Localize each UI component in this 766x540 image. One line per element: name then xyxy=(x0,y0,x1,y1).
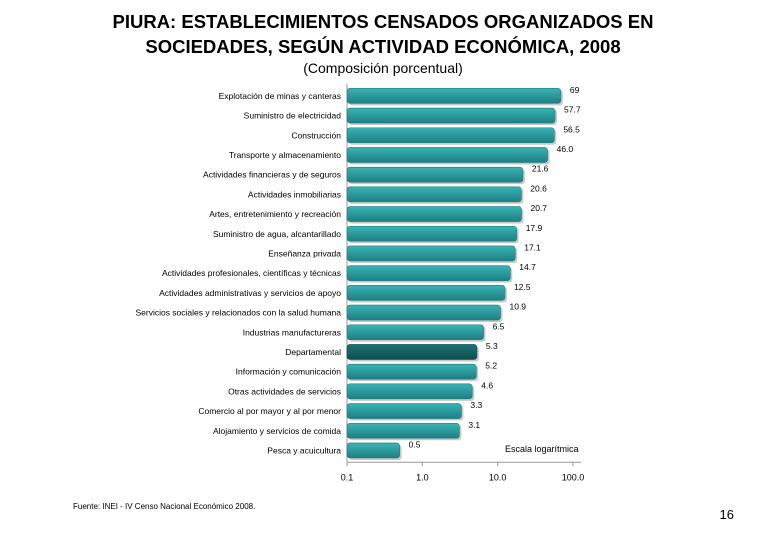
bar xyxy=(346,344,478,360)
category-label: Alojamiento y servicios de comida xyxy=(213,426,341,436)
bar xyxy=(346,285,506,301)
bar xyxy=(346,442,400,459)
bar xyxy=(346,225,518,242)
value-label: 17.1 xyxy=(524,242,541,252)
value-label: 5.3 xyxy=(486,341,498,351)
value-label: 6.5 xyxy=(493,321,505,331)
value-label: 14.7 xyxy=(519,262,536,272)
category-label: Otras actividades de servicios xyxy=(228,386,341,396)
chart-title-line-2: SOCIEDADES, SEGÚN ACTIVIDAD ECONÓMICA, 2… xyxy=(145,36,621,57)
value-label: 57.7 xyxy=(564,105,581,115)
category-label: Explotación de minas y canteras xyxy=(219,91,341,101)
category-label: Pesca y acuicultura xyxy=(267,445,341,455)
bar xyxy=(346,186,522,203)
category-label: Suministro de agua, alcantarillado xyxy=(213,229,341,239)
category-label: Artes, entretenimiento y recreación xyxy=(209,209,341,219)
category-label: Departamental xyxy=(285,347,341,357)
category-label: Suministro de electricidad xyxy=(244,111,342,121)
value-label: 4.6 xyxy=(481,380,493,390)
value-label: 20.7 xyxy=(530,203,547,213)
bar xyxy=(346,265,511,281)
bar xyxy=(346,383,473,400)
bar xyxy=(346,324,484,341)
value-label: 56.5 xyxy=(563,124,580,134)
bar xyxy=(346,363,477,380)
value-label: 17.9 xyxy=(526,223,543,233)
value-label: 21.6 xyxy=(532,164,549,174)
page-number: 16 xyxy=(719,507,734,522)
scale-note: Escala logarítmica xyxy=(505,444,579,454)
category-label: Transporte y almacenamiento xyxy=(229,150,341,160)
value-label: 69 xyxy=(570,85,580,95)
category-label: Actividades administrativas y servicios … xyxy=(159,288,341,298)
category-label: Comercio al por mayor y al por menor xyxy=(198,406,341,416)
category-label: Actividades financieras y de seguros xyxy=(203,170,341,180)
value-label: 5.2 xyxy=(485,361,497,371)
value-label: 3.3 xyxy=(470,400,482,410)
value-label: 0.5 xyxy=(409,439,421,449)
bar xyxy=(346,127,555,144)
bar xyxy=(346,147,548,163)
source-note: Fuente: INEI - IV Censo Nacional Económi… xyxy=(73,502,256,511)
x-tick-label: 1.0 xyxy=(416,472,429,482)
bar xyxy=(346,107,556,124)
value-label: 10.9 xyxy=(509,302,526,312)
chart-title-line-1: PIURA: ESTABLECIMIENTOS CENSADOS ORGANIZ… xyxy=(112,11,654,32)
value-label: 3.1 xyxy=(468,420,480,430)
x-tick-label: 100.0 xyxy=(562,472,585,482)
x-tick-label: 10.0 xyxy=(489,472,507,482)
category-label: Información y comunicación xyxy=(236,367,342,377)
value-label: 46.0 xyxy=(557,144,574,154)
value-label: 12.5 xyxy=(514,282,531,292)
bar xyxy=(346,166,524,183)
bar xyxy=(346,88,562,104)
value-label: 20.6 xyxy=(530,183,547,193)
chart-subtitle: (Composición porcentual) xyxy=(303,60,463,76)
bar xyxy=(346,206,522,222)
bar xyxy=(346,304,501,321)
category-label: Construcción xyxy=(291,130,341,140)
bar xyxy=(346,403,462,419)
bar xyxy=(346,245,516,262)
category-label: Actividades inmobiliarias xyxy=(248,189,341,199)
category-label: Industrias manufactureras xyxy=(243,327,341,337)
category-label: Servicios sociales y relacionados con la… xyxy=(135,308,341,318)
bar xyxy=(346,422,460,439)
category-label: Actividades profesionales, científicas y… xyxy=(162,268,341,278)
category-label: Enseñanza privada xyxy=(268,248,341,258)
x-tick-label: 0.1 xyxy=(341,472,354,482)
